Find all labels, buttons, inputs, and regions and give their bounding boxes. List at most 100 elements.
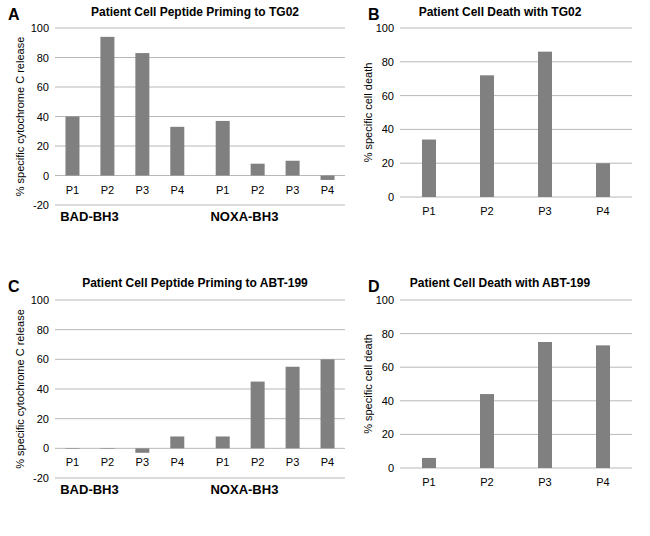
y-tick-label: 80 — [37, 324, 49, 336]
bar — [65, 117, 79, 176]
y-tick-label: 60 — [382, 90, 394, 102]
grid-line — [55, 418, 345, 419]
bar — [321, 176, 335, 180]
bar — [596, 345, 610, 468]
x-tick-label: P1 — [216, 184, 229, 196]
panel: C Patient Cell Peptide Priming to ABT-199… — [8, 276, 345, 497]
y-tick-label: 0 — [43, 170, 49, 182]
panel: D Patient Cell Death with ABT-199 % specif… — [362, 276, 632, 488]
x-tick-label: P3 — [538, 476, 551, 488]
grid-line — [55, 87, 345, 88]
bar — [135, 448, 149, 452]
bar — [216, 121, 230, 176]
figure: APatient Cell Peptide Priming to TG02% s… — [0, 0, 650, 536]
grid-line — [55, 146, 345, 147]
grid-line — [400, 333, 632, 334]
x-tick-label: P1 — [66, 184, 79, 196]
x-tick-label: P4 — [321, 184, 334, 196]
bar — [538, 342, 552, 468]
y-tick-label: 0 — [388, 191, 394, 203]
x-tick-label: P1 — [216, 456, 229, 468]
page: {"chart_data": [ {"type": "bar", "panel_… — [0, 0, 650, 536]
bars — [422, 52, 610, 197]
grid-line — [400, 28, 632, 29]
y-tick-label: 20 — [382, 428, 394, 440]
x-tick-label: P2 — [251, 184, 264, 196]
bar — [321, 359, 335, 448]
y-tick-label: 60 — [37, 81, 49, 93]
bar — [100, 37, 114, 176]
x-tick-label: P2 — [480, 205, 493, 217]
y-tick-label: 40 — [37, 383, 49, 395]
x-tick-label: P4 — [596, 476, 609, 488]
y-tick-label: 40 — [382, 395, 394, 407]
grid-line — [55, 57, 345, 58]
x-tick-label: P1 — [66, 456, 79, 468]
grid-line — [55, 478, 345, 479]
bar — [422, 140, 436, 197]
y-tick-label: 40 — [37, 111, 49, 123]
y-tick-label: 80 — [37, 52, 49, 64]
x-tick-label: P3 — [538, 205, 551, 217]
y-tick-label: 20 — [37, 140, 49, 152]
y-tick-label: 0 — [43, 442, 49, 454]
bar — [170, 127, 184, 176]
grid-line — [55, 28, 345, 29]
bar — [65, 448, 79, 450]
panel-label: C — [8, 278, 20, 295]
x-tick-label: P2 — [480, 476, 493, 488]
grid-line — [55, 205, 345, 206]
y-tick-label: 20 — [382, 157, 394, 169]
bar — [480, 394, 494, 468]
x-tick-label: P3 — [136, 456, 149, 468]
title: Patient Cell Peptide Priming to TG02 — [91, 5, 299, 19]
x-tick-label: P2 — [251, 456, 264, 468]
panel-label: B — [368, 6, 380, 23]
grid-line — [55, 389, 345, 390]
title: Patient Cell Death with ABT-199 — [410, 276, 591, 290]
x-tick-label: P1 — [422, 205, 435, 217]
bar — [286, 161, 300, 176]
y-tick-label: 100 — [31, 294, 49, 306]
grid-line — [55, 329, 345, 330]
bar — [100, 448, 114, 450]
x-tick-label: P1 — [422, 476, 435, 488]
y-tick-label: 100 — [376, 294, 394, 306]
bar — [422, 458, 436, 468]
panel: BPatient Cell Death with TG02% specific … — [362, 5, 632, 217]
y-tick-label: 100 — [31, 22, 49, 34]
y-tick-label: 80 — [382, 56, 394, 68]
y-tick-label: 100 — [376, 22, 394, 34]
bar — [251, 382, 265, 449]
x-tick-label: P4 — [171, 456, 184, 468]
x-tick-label: P3 — [136, 184, 149, 196]
x-tick-label: P4 — [596, 205, 609, 217]
bars — [65, 359, 334, 452]
bar — [286, 367, 300, 449]
grid-line — [55, 175, 345, 176]
panel: APatient Cell Peptide Priming to TG02% s… — [8, 5, 345, 224]
group-label: BAD-BH3 — [60, 209, 119, 224]
bars — [422, 342, 610, 468]
grid-line — [55, 448, 345, 449]
grid-line — [400, 61, 632, 62]
grid-line — [55, 359, 345, 360]
x-tick-label: P3 — [286, 456, 299, 468]
panel-label: D — [368, 278, 380, 295]
bar — [596, 163, 610, 197]
title: Patient Cell Death with TG02 — [419, 5, 582, 19]
x-tick-label: P4 — [321, 456, 334, 468]
y-tick-label: 40 — [382, 123, 394, 135]
bar — [251, 164, 265, 176]
grid-line — [400, 95, 632, 96]
y-tick-label: 60 — [382, 361, 394, 373]
y-tick-label: 0 — [388, 462, 394, 474]
y-tick-label: -20 — [33, 472, 49, 484]
bar — [480, 75, 494, 197]
title: Patient Cell Peptide Priming to ABT-199 — [82, 276, 308, 290]
bar — [538, 52, 552, 197]
y-axis-label: % specific cytochrome C release — [14, 309, 26, 469]
y-axis-label: % specific cell death — [362, 334, 374, 434]
y-tick-label: 20 — [37, 413, 49, 425]
group-label: NOXA-BH3 — [210, 482, 278, 497]
